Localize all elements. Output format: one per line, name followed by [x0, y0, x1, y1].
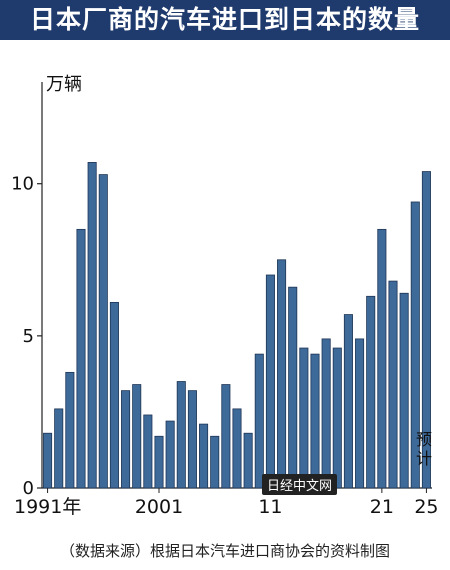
- bar: [187, 390, 197, 489]
- bar: [299, 347, 309, 489]
- x-tick-label: 25: [414, 496, 438, 518]
- bar: [277, 259, 287, 489]
- bar: [399, 292, 409, 489]
- bar: [321, 338, 331, 489]
- chart-title: 日本厂商的汽车进口到日本的数量: [0, 0, 450, 40]
- bar: [232, 408, 242, 489]
- bar: [199, 423, 209, 489]
- x-tick-label: 21: [370, 496, 394, 518]
- bar: [176, 381, 186, 489]
- bar: [54, 408, 64, 489]
- bar: [343, 314, 353, 489]
- bar: [65, 371, 75, 489]
- bar: [288, 286, 298, 489]
- bar: [355, 338, 365, 489]
- bar: [265, 274, 275, 489]
- x-tick-label: 1991年: [14, 496, 81, 518]
- source-note: （数据来源）根据日本汽车进口商协会的资料制图: [59, 542, 390, 560]
- bar: [109, 301, 119, 489]
- y-axis-unit-label: 万辆: [46, 74, 82, 95]
- bar-chart: 0 5 10 1991年 2001 11 21 25: [11, 82, 439, 518]
- bar: [410, 201, 420, 489]
- bar: [221, 384, 231, 489]
- bar: [76, 228, 86, 489]
- bar: [388, 280, 398, 489]
- y-tick-label: 5: [23, 326, 34, 347]
- bar: [98, 174, 108, 489]
- bar: [43, 432, 53, 489]
- bar: [310, 353, 320, 489]
- watermark: 日经中文网: [262, 474, 338, 495]
- bar: [377, 228, 387, 489]
- y-tick-label: 10: [11, 174, 34, 195]
- bar: [165, 420, 175, 489]
- bar: [143, 414, 153, 489]
- x-tick-label: 2001: [135, 496, 183, 518]
- bar: [87, 162, 97, 489]
- y-tick-label: 0: [23, 478, 34, 499]
- bar: [210, 435, 220, 489]
- bar: [121, 390, 131, 489]
- bar: [154, 435, 164, 489]
- bar: [366, 295, 376, 489]
- bar: [332, 347, 342, 489]
- forecast-label: 预计: [415, 430, 432, 468]
- bar: [132, 384, 142, 489]
- bar: [243, 432, 253, 489]
- x-tick-label: 11: [258, 496, 282, 518]
- bar: [254, 353, 264, 489]
